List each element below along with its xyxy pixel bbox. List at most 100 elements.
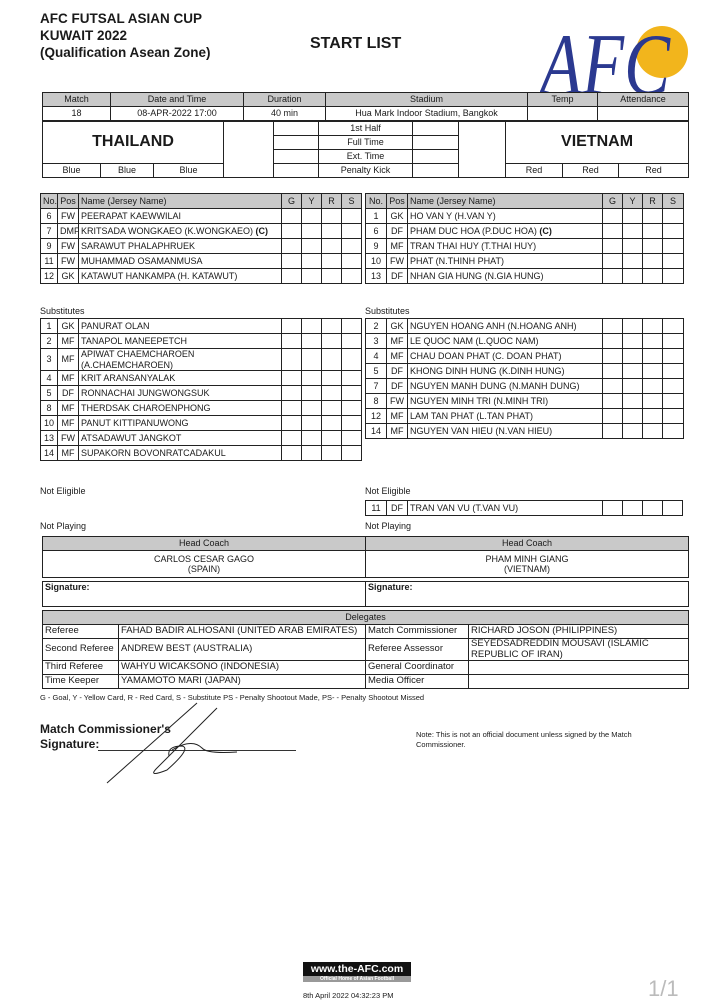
- goal-cell[interactable]: [281, 348, 302, 371]
- sub-cell[interactable]: [341, 238, 362, 254]
- player-row[interactable]: 11 DF TRAN VAN VU (T.VAN VU): [365, 500, 683, 516]
- player-row[interactable]: 8 MF THERDSAK CHAROENPHONG: [40, 400, 362, 416]
- home-score-cell[interactable]: [273, 135, 319, 150]
- goal-cell[interactable]: [602, 423, 623, 439]
- yellow-cell[interactable]: [301, 223, 322, 239]
- goal-cell[interactable]: [602, 393, 623, 409]
- sub-cell[interactable]: [341, 348, 362, 371]
- red-cell[interactable]: [642, 393, 663, 409]
- goal-cell[interactable]: [602, 253, 623, 269]
- sub-cell[interactable]: [662, 393, 684, 409]
- away-score-cell[interactable]: [412, 121, 459, 136]
- yellow-cell[interactable]: [622, 408, 643, 424]
- red-cell[interactable]: [321, 223, 342, 239]
- player-row[interactable]: 13 DF NHAN GIA HUNG (N.GIA HUNG): [365, 268, 684, 284]
- player-row[interactable]: 6 DF PHAM DUC HOA (P.DUC HOA) (C): [365, 223, 684, 239]
- player-row[interactable]: 14 MF NGUYEN VAN HIEU (N.VAN HIEU): [365, 423, 684, 439]
- goal-cell[interactable]: [602, 268, 623, 284]
- player-row[interactable]: 3 MF APIWAT CHAEMCHAROEN (A.CHAEMCHAROEN): [40, 348, 362, 371]
- player-row[interactable]: 11 FW MUHAMMAD OSAMANMUSA: [40, 253, 362, 269]
- away-score-cell[interactable]: [412, 163, 459, 178]
- player-row[interactable]: 2 GK NGUYEN HOANG ANH (N.HOANG ANH): [365, 318, 684, 334]
- sub-cell[interactable]: [341, 445, 362, 461]
- yellow-cell[interactable]: [622, 500, 643, 516]
- goal-cell[interactable]: [602, 378, 623, 394]
- sub-cell[interactable]: [341, 253, 362, 269]
- sub-cell[interactable]: [662, 333, 684, 349]
- sub-cell[interactable]: [341, 400, 362, 416]
- goal-cell[interactable]: [281, 430, 302, 446]
- player-row[interactable]: 9 FW SARAWUT PHALAPHRUEK: [40, 238, 362, 254]
- goal-cell[interactable]: [602, 318, 623, 334]
- red-cell[interactable]: [321, 348, 342, 371]
- goal-cell[interactable]: [281, 333, 302, 349]
- yellow-cell[interactable]: [301, 430, 322, 446]
- red-cell[interactable]: [321, 268, 342, 284]
- goal-cell[interactable]: [602, 348, 623, 364]
- sub-cell[interactable]: [662, 423, 684, 439]
- sub-cell[interactable]: [341, 385, 362, 401]
- red-cell[interactable]: [321, 318, 342, 334]
- player-row[interactable]: 7 DMF KRITSADA WONGKAEO (K.WONGKAEO) (C): [40, 223, 362, 239]
- red-cell[interactable]: [642, 378, 663, 394]
- red-cell[interactable]: [642, 363, 663, 379]
- red-cell[interactable]: [642, 223, 663, 239]
- player-row[interactable]: 7 DF NGUYEN MANH DUNG (N.MANH DUNG): [365, 378, 684, 394]
- goal-cell[interactable]: [281, 445, 302, 461]
- red-cell[interactable]: [321, 238, 342, 254]
- yellow-cell[interactable]: [622, 208, 643, 224]
- player-row[interactable]: 1 GK HO VAN Y (H.VAN Y): [365, 208, 684, 224]
- red-cell[interactable]: [321, 445, 342, 461]
- sub-cell[interactable]: [662, 208, 684, 224]
- player-row[interactable]: 13 FW ATSADAWUT JANGKOT: [40, 430, 362, 446]
- red-cell[interactable]: [321, 208, 342, 224]
- yellow-cell[interactable]: [301, 415, 322, 431]
- yellow-cell[interactable]: [301, 208, 322, 224]
- goal-cell[interactable]: [602, 208, 623, 224]
- goal-cell[interactable]: [281, 238, 302, 254]
- yellow-cell[interactable]: [622, 253, 643, 269]
- yellow-cell[interactable]: [622, 363, 643, 379]
- yellow-cell[interactable]: [301, 445, 322, 461]
- goal-cell[interactable]: [281, 400, 302, 416]
- red-cell[interactable]: [642, 423, 663, 439]
- yellow-cell[interactable]: [301, 370, 322, 386]
- yellow-cell[interactable]: [301, 333, 322, 349]
- yellow-cell[interactable]: [301, 348, 322, 371]
- red-cell[interactable]: [321, 385, 342, 401]
- player-row[interactable]: 10 MF PANUT KITTIPANUWONG: [40, 415, 362, 431]
- yellow-cell[interactable]: [622, 223, 643, 239]
- player-row[interactable]: 4 MF KRIT ARANSANYALAK: [40, 370, 362, 386]
- yellow-cell[interactable]: [622, 393, 643, 409]
- sub-cell[interactable]: [341, 268, 362, 284]
- sub-cell[interactable]: [341, 370, 362, 386]
- goal-cell[interactable]: [281, 370, 302, 386]
- home-score-cell[interactable]: [273, 149, 319, 164]
- red-cell[interactable]: [642, 238, 663, 254]
- sub-cell[interactable]: [341, 430, 362, 446]
- red-cell[interactable]: [642, 348, 663, 364]
- red-cell[interactable]: [642, 333, 663, 349]
- goal-cell[interactable]: [281, 223, 302, 239]
- sub-cell[interactable]: [662, 363, 684, 379]
- yellow-cell[interactable]: [301, 400, 322, 416]
- player-row[interactable]: 9 MF TRAN THAI HUY (T.THAI HUY): [365, 238, 684, 254]
- player-row[interactable]: 5 DF KHONG DINH HUNG (K.DINH HUNG): [365, 363, 684, 379]
- red-cell[interactable]: [642, 318, 663, 334]
- sub-cell[interactable]: [662, 500, 683, 516]
- red-cell[interactable]: [321, 430, 342, 446]
- goal-cell[interactable]: [281, 268, 302, 284]
- player-row[interactable]: 5 DF RONNACHAI JUNGWONGSUK: [40, 385, 362, 401]
- yellow-cell[interactable]: [622, 238, 643, 254]
- sub-cell[interactable]: [341, 208, 362, 224]
- red-cell[interactable]: [321, 370, 342, 386]
- sub-cell[interactable]: [662, 348, 684, 364]
- sub-cell[interactable]: [341, 415, 362, 431]
- player-row[interactable]: 1 GK PANURAT OLAN: [40, 318, 362, 334]
- yellow-cell[interactable]: [622, 333, 643, 349]
- goal-cell[interactable]: [602, 333, 623, 349]
- player-row[interactable]: 10 FW PHAT (N.THINH PHAT): [365, 253, 684, 269]
- sub-cell[interactable]: [662, 253, 684, 269]
- away-score-cell[interactable]: [412, 149, 459, 164]
- goal-cell[interactable]: [602, 500, 623, 516]
